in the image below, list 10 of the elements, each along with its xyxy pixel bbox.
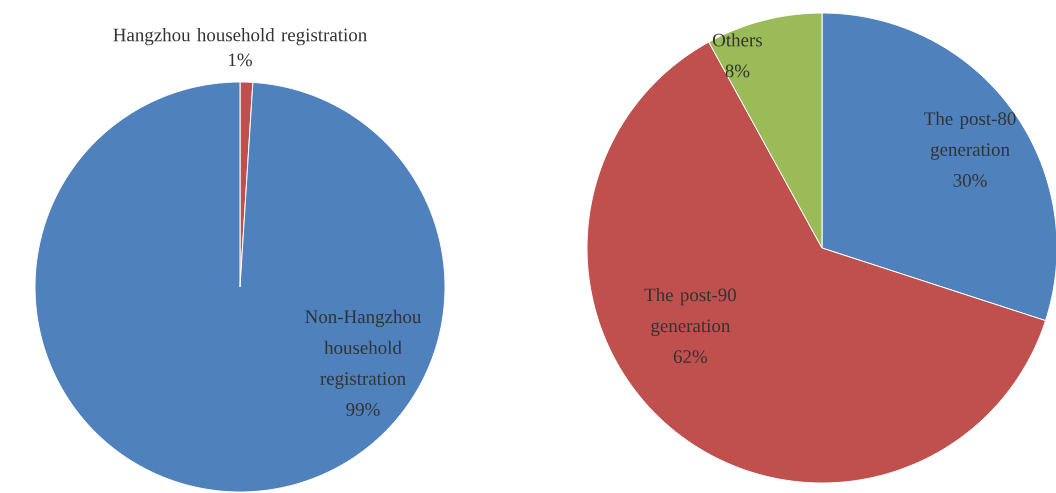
data-label: 99% — [346, 403, 380, 416]
data-label: 8% — [725, 64, 750, 78]
data-label: 30% — [953, 174, 987, 187]
slice-label: The post-90 generation — [644, 287, 736, 337]
slice-label: Hangzhou household registration — [113, 28, 367, 46]
slice-label: The post-80 generation — [924, 111, 1016, 160]
slice-label: Non-Hangzhou household registration — [305, 309, 422, 389]
slice-label: Others — [712, 33, 762, 47]
data-label: 62% — [673, 350, 708, 364]
data-label: 1% — [229, 53, 252, 67]
